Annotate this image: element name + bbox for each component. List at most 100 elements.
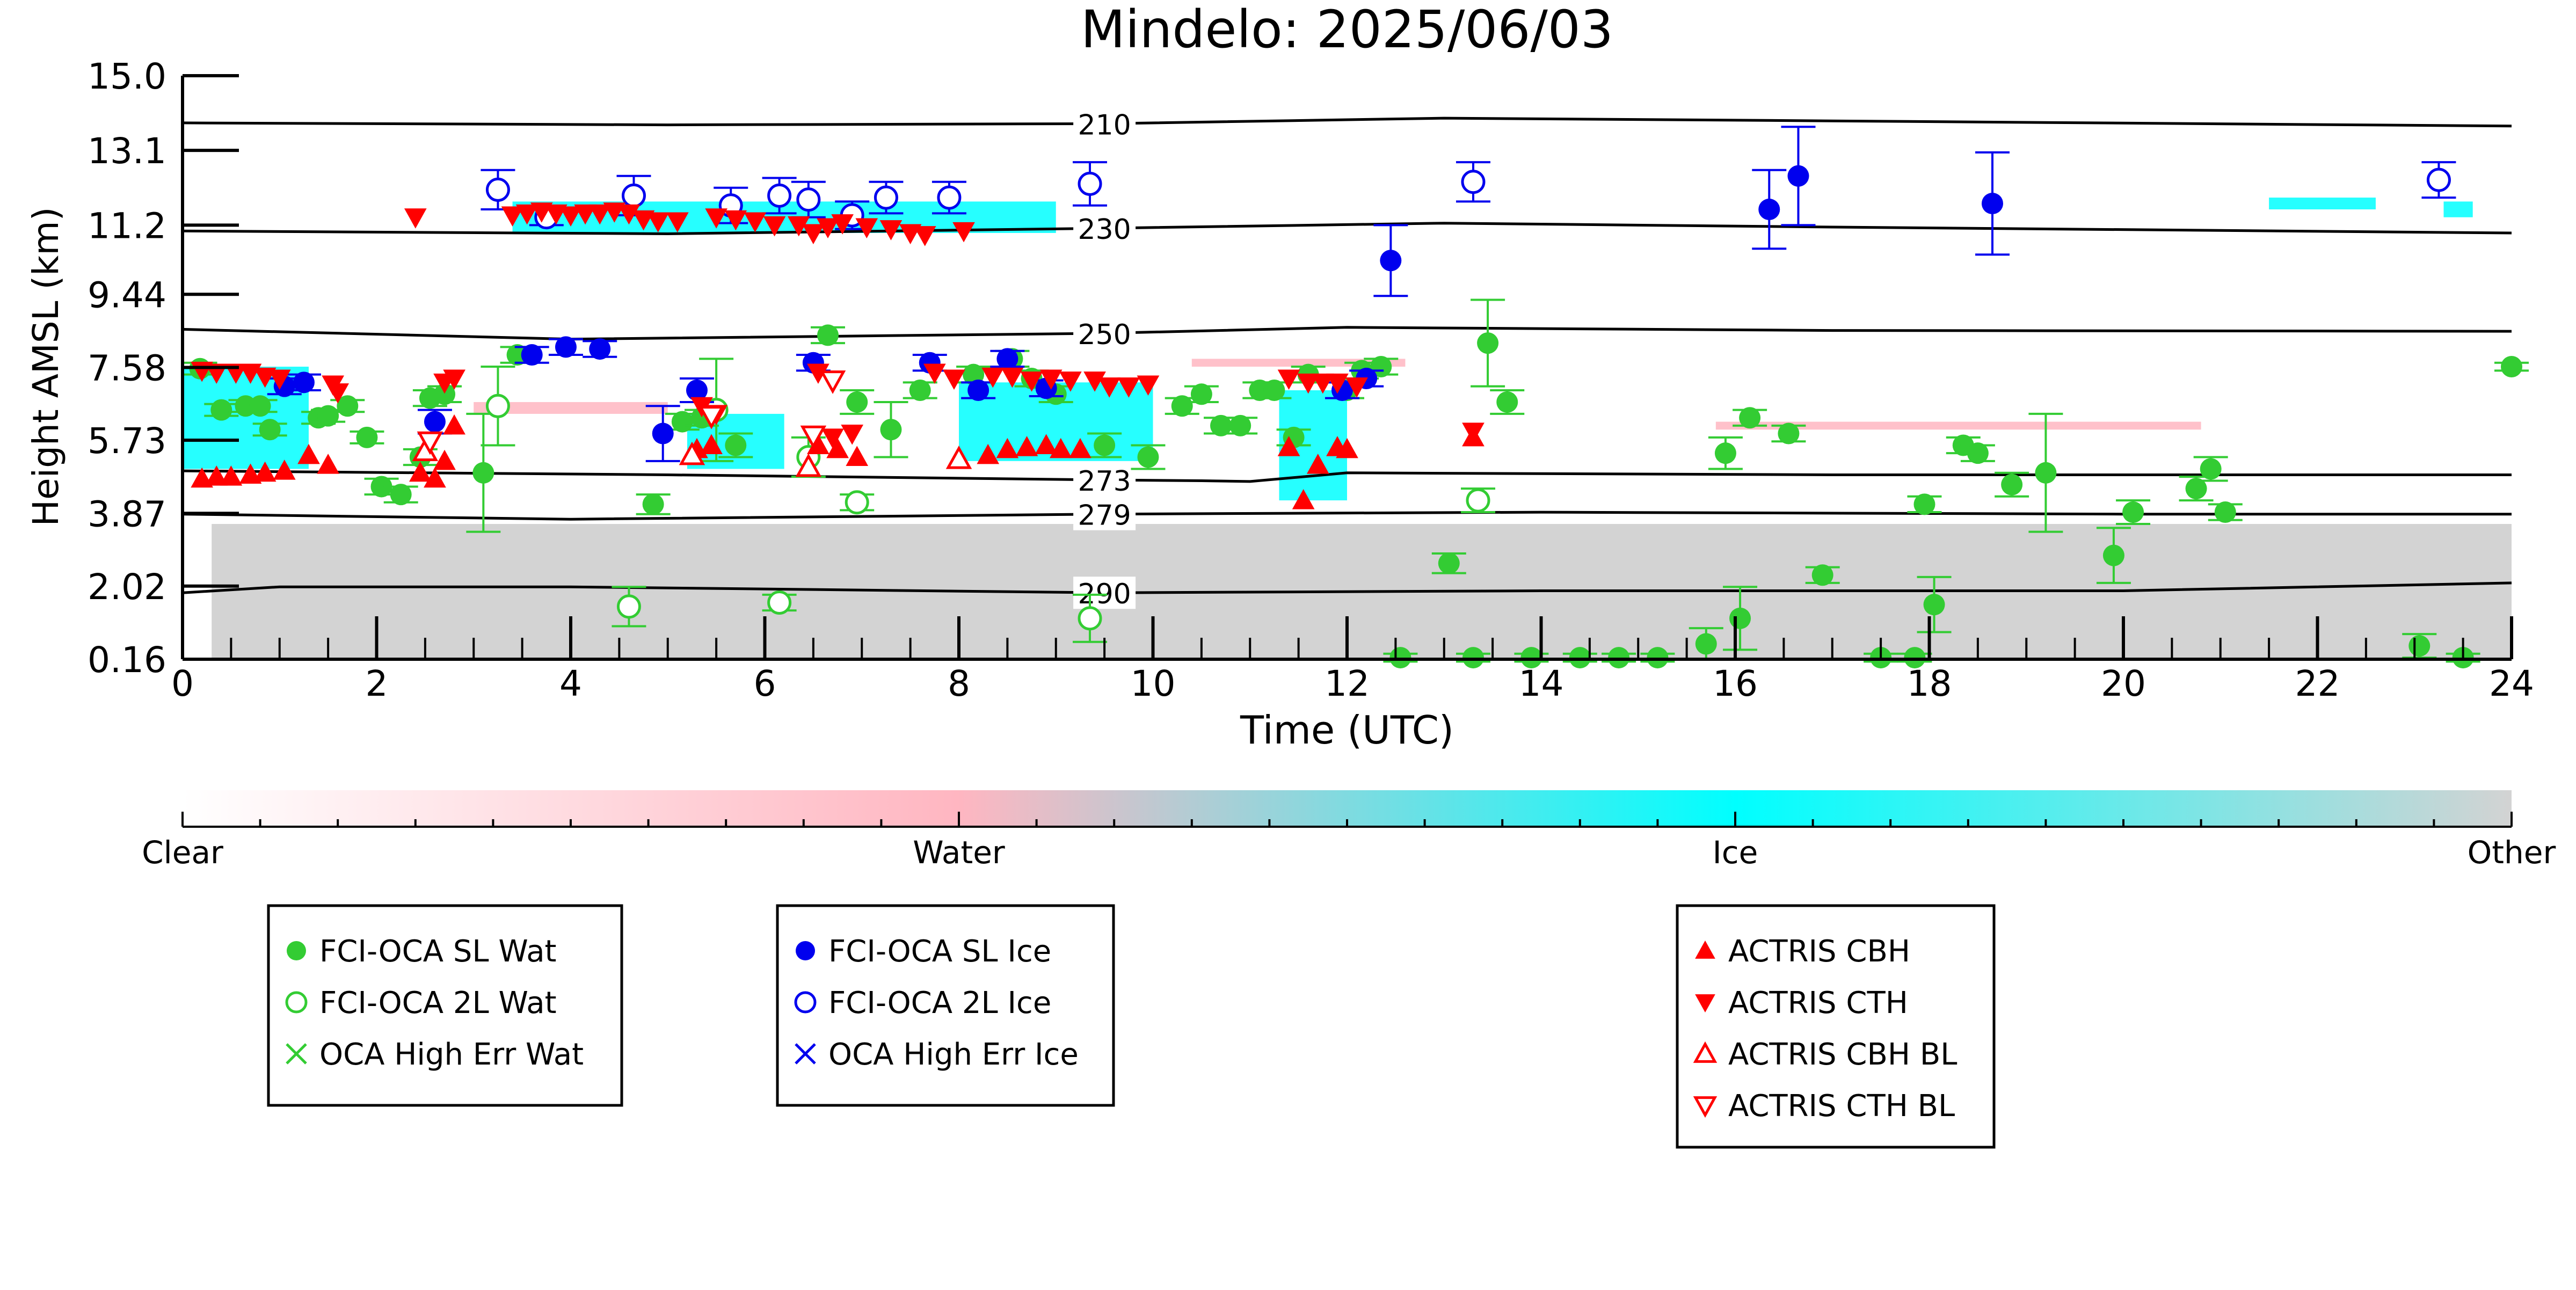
marker-circle-open — [767, 183, 792, 208]
colorbar-label: Ice — [1713, 834, 1758, 871]
marker-circle-open — [2426, 167, 2451, 192]
marker-triangle-down-filled — [501, 206, 524, 227]
marker-triangle-down-filled — [1297, 373, 1320, 394]
marker-triangle-up-filled — [996, 438, 1019, 458]
marker-triangle-down-filled — [923, 363, 946, 384]
marker-triangle-up-filled — [700, 434, 723, 455]
legend-marker — [1695, 994, 1715, 1013]
marker-circle-filled — [1729, 607, 1751, 629]
x-tick-label: 10 — [1131, 663, 1176, 704]
marker-circle-filled — [356, 426, 378, 448]
marker-circle-filled — [337, 395, 359, 417]
marker-triangle-up-filled — [1035, 434, 1058, 455]
marker-triangle-down-filled — [705, 208, 727, 229]
x-tick-label: 12 — [1325, 663, 1370, 704]
marker-triangle-down-filled — [744, 212, 767, 233]
legend-marker — [796, 941, 815, 960]
isotherm-line — [182, 469, 2512, 483]
marker-circle-filled — [1477, 332, 1499, 354]
marker-circle-open — [616, 594, 641, 619]
isotherm-line — [182, 511, 2512, 521]
marker-circle-open — [1461, 170, 1486, 194]
marker-triangle-down-filled — [574, 204, 596, 225]
marker-circle-filled — [671, 411, 693, 433]
legend-label: FCI-OCA SL Wat — [319, 934, 557, 969]
marker-triangle-down-open — [698, 406, 725, 429]
marker-circle-open — [485, 177, 510, 202]
marker-circle-filled — [1370, 356, 1392, 378]
marker-triangle-down-filled — [841, 425, 864, 445]
y-tick-label: 13.1 — [88, 130, 166, 172]
marker-triangle-up-filled — [433, 449, 456, 470]
marker-triangle-up-filled — [297, 443, 320, 464]
marker-circle-filled — [390, 484, 412, 506]
legend-label: ACTRIS CTH — [1728, 986, 1908, 1021]
marker-triangle-up-filled — [409, 461, 432, 482]
marker-circle-filled — [370, 476, 392, 498]
marker-triangle-down-filled — [1020, 371, 1043, 392]
x-tick-label: 22 — [2295, 663, 2340, 704]
marker-circle-filled — [1190, 383, 1212, 405]
marker-triangle-down-filled — [913, 226, 936, 246]
marker-triangle-down-open — [417, 431, 443, 455]
marker-triangle-down-filled — [404, 208, 427, 229]
marker-circle-filled — [249, 395, 271, 417]
marker-triangle-up-filled — [1292, 489, 1315, 509]
legend-area: FCI-OCA SL Wat FCI-OCA 2L Wat OCA High Err… — [267, 904, 1996, 1149]
marker-circle-filled — [259, 419, 281, 441]
legend-label: ACTRIS CTH BL — [1728, 1089, 1955, 1124]
marker-triangle-down-filled — [559, 206, 582, 227]
y-tick-label: 5.73 — [88, 420, 166, 462]
isotherm-label: 273 — [1078, 465, 1131, 498]
x-tick-label: 24 — [2489, 663, 2534, 704]
marker-triangle-down-filled — [326, 383, 350, 404]
marker-triangle-up-filled — [1049, 438, 1072, 458]
isotherm-label-bg — [1073, 498, 1136, 530]
marker-circle-filled — [1171, 395, 1193, 417]
marker-triangle-up-open — [795, 453, 822, 477]
legend-box — [776, 904, 1115, 1107]
marker-triangle-up-filled — [220, 465, 243, 486]
marker-circle-filled — [880, 419, 902, 441]
marker-circle-filled — [521, 344, 543, 366]
marker-circle-filled — [909, 379, 931, 401]
marker-circle-filled — [1967, 442, 1989, 464]
marker-circle-open — [1078, 606, 1102, 631]
x-tick-label: 4 — [559, 663, 582, 704]
marker-circle-filled — [1496, 391, 1518, 413]
y-tick-label: 3.87 — [88, 493, 166, 535]
marker-circle-filled — [589, 338, 611, 360]
marker-triangle-up-filled — [1015, 436, 1038, 456]
isotherm-label: 210 — [1078, 109, 1131, 141]
y-tick-label: 11.2 — [88, 205, 166, 246]
marker-triangle-down-filled — [1311, 373, 1334, 394]
y-tick-label: 7.58 — [88, 348, 166, 389]
marker-circle-filled — [1094, 434, 1116, 456]
marker-circle-open — [1078, 171, 1102, 196]
marker-triangle-up-filled — [424, 467, 446, 488]
marker-triangle-up-filled — [317, 454, 339, 474]
marker-circle-filled — [2214, 501, 2236, 523]
marker-triangle-up-filled — [443, 414, 465, 435]
marker-triangle-down-filled — [879, 220, 903, 240]
x-tick-label: 0 — [171, 663, 194, 704]
marker-triangle-up-filled — [977, 443, 1000, 464]
marker-circle-filled — [1923, 594, 1945, 616]
marker-triangle-up-filled — [253, 461, 276, 482]
marker-circle-open — [1466, 488, 1490, 513]
marker-circle-filled — [996, 348, 1018, 370]
legend-label: FCI-OCA 2L Wat — [319, 986, 557, 1021]
x-axis-label: Time (UTC) — [1240, 708, 1454, 753]
legend-box — [267, 904, 623, 1107]
marker-triangle-down-filled — [1137, 375, 1160, 396]
marker-circle-filled — [2501, 356, 2522, 378]
marker-triangle-down-filled — [1098, 377, 1121, 398]
marker-triangle-up-filled — [1277, 436, 1300, 456]
marker-triangle-down-filled — [617, 204, 641, 225]
marker-circle-filled — [642, 493, 664, 515]
chart-title: Mindelo: 2025/06/03 — [1081, 0, 1613, 60]
marker-circle-open — [621, 183, 646, 208]
legend-label: OCA High Err Wat — [319, 1037, 584, 1072]
marker-triangle-down-filled — [763, 216, 786, 237]
